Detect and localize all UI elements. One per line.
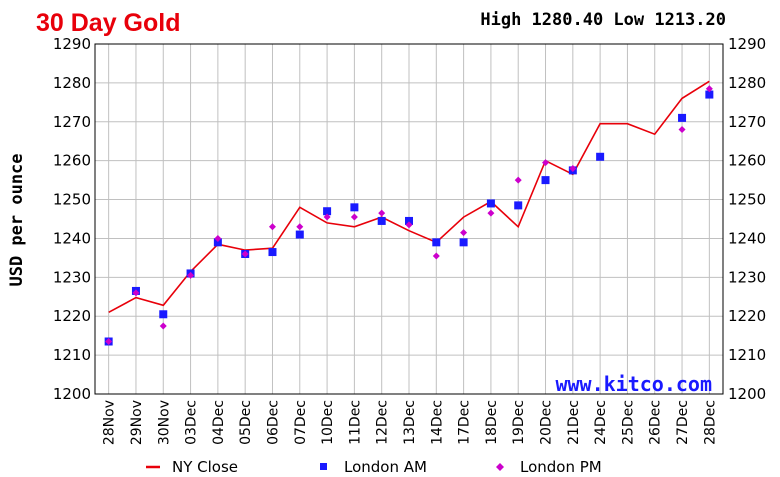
y-tick-label: 1200 (53, 385, 91, 403)
london-pm-point (487, 209, 495, 217)
london-am-point (295, 230, 304, 239)
x-tick-label: 27Dec (675, 400, 691, 445)
y-tick-label: 1270 (728, 113, 766, 131)
x-tick-label: 11Dec (347, 400, 363, 445)
london-pm-point (132, 289, 140, 297)
london-am-point (159, 310, 168, 319)
x-tick-label: 04Dec (211, 400, 227, 445)
y-tick-label: 1290 (53, 35, 91, 53)
x-tick-label: 10Dec (320, 400, 336, 445)
y-tick-label: 1270 (53, 113, 91, 131)
chart-title: 30 Day Gold (36, 9, 181, 37)
london-am-point (705, 90, 714, 99)
x-tick-label: 26Dec (648, 400, 664, 445)
high-low-summary: High 1280.40 Low 1213.20 (480, 10, 726, 30)
london-pm-point (323, 213, 331, 221)
london-am-point (432, 238, 441, 247)
y-tick-label: 1250 (53, 191, 91, 209)
series-layer (104, 80, 714, 346)
london-pm-point (350, 213, 358, 221)
london-pm-point (105, 338, 113, 345)
x-tick-label: 25Dec (620, 400, 636, 445)
london-pm-point (569, 164, 577, 172)
x-tick-label: 17Dec (457, 400, 473, 445)
legend-label: NY Close (172, 458, 238, 476)
y-tick-label: 1210 (728, 346, 766, 364)
london-am-point (377, 216, 386, 225)
london-pm-point (432, 252, 440, 260)
london-pm-point (296, 223, 304, 231)
london-pm-point (214, 234, 222, 242)
legend-label: London PM (520, 458, 602, 476)
london-am-point (268, 248, 277, 257)
x-tick-label: 20Dec (539, 400, 555, 445)
y-tick-label: 1260 (53, 152, 91, 170)
x-tick-label: 14Dec (429, 400, 445, 445)
y-tick-label: 1240 (53, 229, 91, 247)
london-am-point (514, 201, 523, 210)
x-tick-label: 28Dec (702, 400, 718, 445)
london-am-point (323, 207, 332, 216)
y-tick-label: 1280 (53, 74, 91, 92)
y-tick-label: 1220 (53, 307, 91, 325)
london-am-point (213, 238, 222, 247)
y-tick-label: 1280 (728, 74, 766, 92)
london-pm-point (678, 126, 686, 134)
x-tick-label: 13Dec (402, 400, 418, 445)
x-tick-label: 28Nov (102, 400, 118, 445)
london-pm-point (159, 322, 167, 330)
x-tick-label: 19Dec (511, 400, 527, 445)
y-tick-label: 1290 (728, 35, 766, 53)
london-pm-point (187, 271, 195, 279)
x-axis: 28Nov 29Nov 30Nov 03Dec 04Dec 05Dec 06Dec 07Dec… (102, 400, 719, 445)
london-am-point (678, 113, 687, 122)
x-tick-label: 24Dec (593, 400, 609, 445)
y-axis-right: 1200 1210 1220 1230 1240 1250 1260 1270 1280 1290 (728, 35, 766, 403)
legend-marker-london-pm (496, 463, 504, 471)
chart-legend: NY Close London AM London PM (146, 458, 602, 476)
x-tick-label: 29Nov (129, 400, 145, 445)
x-tick-label: 03Dec (184, 400, 200, 445)
legend-label: London AM (344, 458, 427, 476)
series-london-pm (105, 85, 713, 345)
kitco-watermark: www.kitco.com (555, 372, 712, 396)
x-tick-label: 05Dec (238, 400, 254, 445)
london-am-point (596, 152, 605, 161)
series-ny-close (108, 80, 710, 314)
y-tick-label: 1200 (728, 385, 766, 403)
london-am-point (350, 203, 359, 212)
x-tick-label: 18Dec (484, 400, 500, 445)
x-tick-label: 12Dec (375, 400, 391, 445)
london-pm-point (268, 223, 276, 231)
london-am-point (486, 199, 495, 208)
london-am-point (405, 216, 413, 225)
x-tick-label: 21Dec (566, 400, 582, 445)
y-axis-label: USD per ounce (7, 153, 27, 286)
x-tick-label: 07Dec (293, 400, 309, 445)
x-tick-label: 06Dec (265, 400, 281, 445)
y-tick-label: 1250 (728, 191, 766, 209)
london-am-point (541, 176, 550, 185)
x-tick-label: 30Nov (156, 400, 172, 445)
plot-frame (94, 43, 724, 395)
y-tick-label: 1230 (53, 268, 91, 286)
y-tick-label: 1240 (728, 229, 766, 247)
y-axis-left: 1200 1210 1220 1230 1240 1250 1260 1270 1280 1290 (53, 35, 91, 403)
london-pm-point (514, 176, 522, 184)
y-tick-label: 1210 (53, 346, 91, 364)
y-tick-label: 1260 (728, 152, 766, 170)
london-pm-point (405, 221, 413, 229)
y-tick-label: 1220 (728, 307, 766, 325)
london-am-point (459, 238, 468, 247)
legend-marker-london-am (320, 463, 327, 470)
london-pm-point (460, 229, 468, 237)
london-pm-point (542, 159, 550, 167)
ny-close-line (108, 80, 710, 314)
london-pm-point (705, 85, 713, 93)
london-pm-point (378, 209, 386, 217)
y-tick-label: 1230 (728, 268, 766, 286)
london-pm-point (241, 250, 249, 258)
